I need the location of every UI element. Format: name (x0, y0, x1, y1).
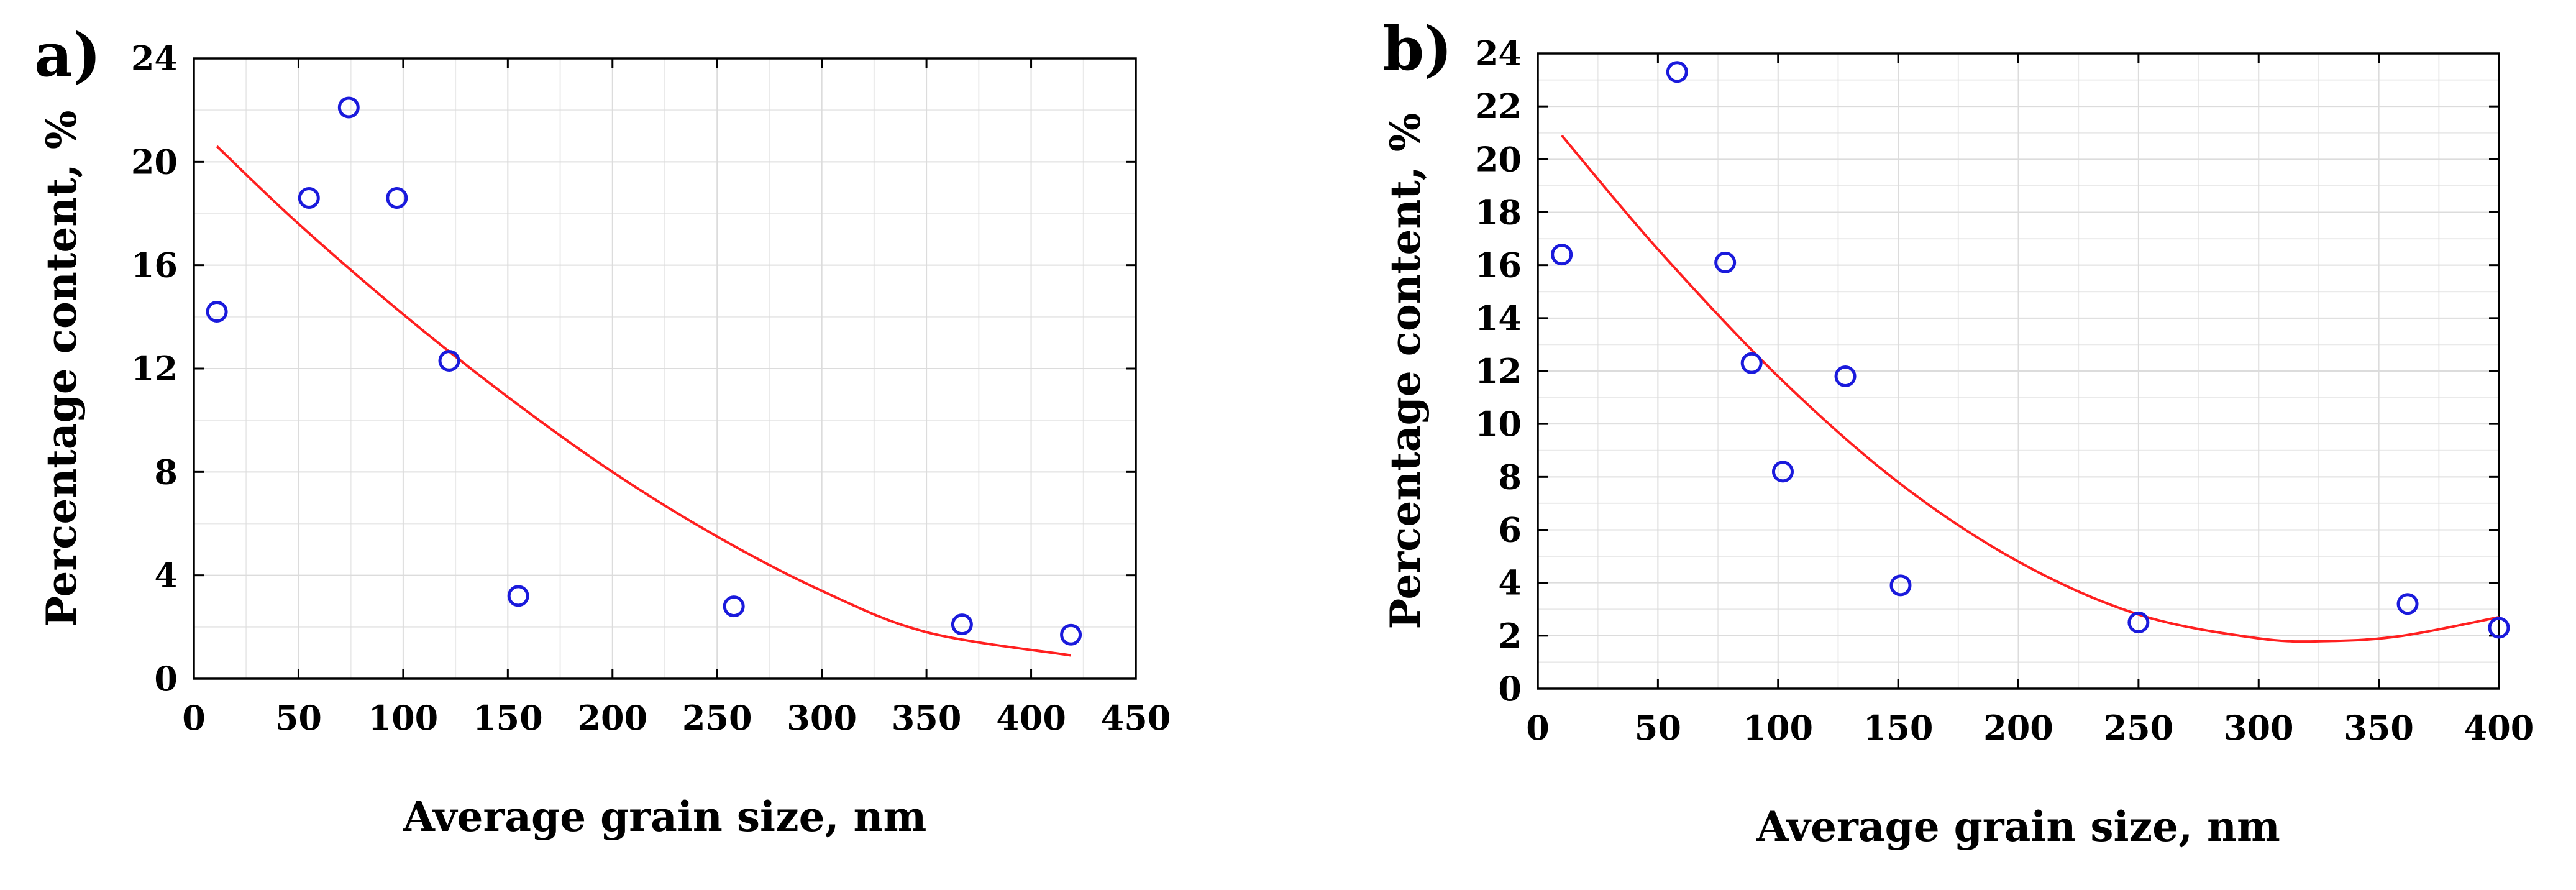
y-tick-label: 8 (1498, 457, 1522, 497)
y-tick-label: 4 (154, 556, 178, 595)
y-tick-label: 2 (1498, 616, 1522, 656)
data-point (1834, 365, 1857, 388)
data-point (298, 187, 320, 209)
data-point (1714, 251, 1737, 273)
x-axis-title: Average grain size, nm (1756, 802, 2280, 851)
y-axis-title: Percentage content, % (1381, 113, 1430, 630)
x-tick-label: 350 (892, 698, 962, 738)
x-tick-label: 450 (1101, 698, 1171, 738)
y-tick-label: 20 (1475, 139, 1522, 179)
y-tick-label: 6 (1498, 510, 1522, 550)
data-point (2488, 617, 2510, 639)
y-tick-label: 18 (1475, 193, 1522, 232)
x-tick-label: 100 (368, 698, 439, 738)
y-tick-label: 10 (1475, 404, 1522, 444)
data-point (438, 350, 460, 372)
x-tick-label: 50 (275, 698, 322, 738)
data-point (386, 187, 408, 209)
y-tick-label: 20 (131, 142, 178, 181)
data-point (206, 301, 228, 323)
data-point (1889, 574, 1912, 597)
data-point (2127, 612, 2150, 634)
panel-b: b) 0 50 100 150 200 250 300 350 4000246810121416… (1381, 14, 2534, 851)
y-tick-label: 14 (1475, 298, 1522, 338)
y-tick-label: 24 (1475, 34, 1522, 73)
data-point (1551, 244, 1573, 266)
x-tick-label: 350 (2344, 708, 2414, 748)
x-tick-label: 400 (996, 698, 1066, 738)
data-point (337, 96, 360, 119)
panel-a: a) 0 50 100 150 200 250 300 350 400 450 0 4 8 12 16 20 2… (34, 20, 1171, 841)
data-point (723, 595, 745, 618)
x-tick-label: 250 (682, 698, 752, 738)
x-tick-label: 100 (1743, 708, 1813, 748)
x-tick-label: 200 (1983, 708, 2053, 748)
grid (1537, 53, 2500, 689)
x-tick-label: 300 (787, 698, 857, 738)
data-point (1771, 461, 1794, 483)
x-tick-label: 0 (1526, 708, 1550, 748)
x-tick-label: 200 (577, 698, 647, 738)
data-point (2396, 593, 2419, 615)
x-tick-label: 300 (2224, 708, 2294, 748)
panel-label-b: b) (1382, 14, 1453, 84)
y-tick-label: 0 (1498, 669, 1522, 709)
y-tick-label: 12 (131, 349, 178, 388)
y-tick-label: 8 (154, 452, 178, 492)
x-tick-label: 50 (1635, 708, 1681, 748)
y-tick-label: 4 (1498, 563, 1522, 603)
x-tick-label: 0 (182, 698, 206, 738)
fit-curve (216, 145, 1071, 657)
y-tick-label: 24 (131, 39, 178, 78)
grid (193, 58, 1136, 679)
fit-curve (1561, 134, 2500, 643)
y-tick-label: 12 (1475, 351, 1522, 391)
y-tick-label: 22 (1475, 86, 1522, 126)
data-point (1666, 61, 1688, 83)
x-tick-label: 150 (1863, 708, 1934, 748)
data-point (1740, 352, 1763, 374)
y-tick-label: 0 (154, 659, 178, 699)
x-tick-label: 250 (2104, 708, 2174, 748)
x-tick-label: 400 (2464, 708, 2534, 748)
data-point (1060, 623, 1082, 646)
x-tick-label: 150 (473, 698, 543, 738)
y-tick-label: 16 (1475, 245, 1522, 285)
data-point (507, 585, 529, 607)
y-axis-title: Percentage content, % (37, 111, 86, 627)
x-axis-title: Average grain size, nm (403, 792, 927, 841)
y-tick-label: 16 (131, 245, 178, 285)
panel-label-a: a) (34, 20, 101, 90)
data-point (951, 613, 973, 636)
